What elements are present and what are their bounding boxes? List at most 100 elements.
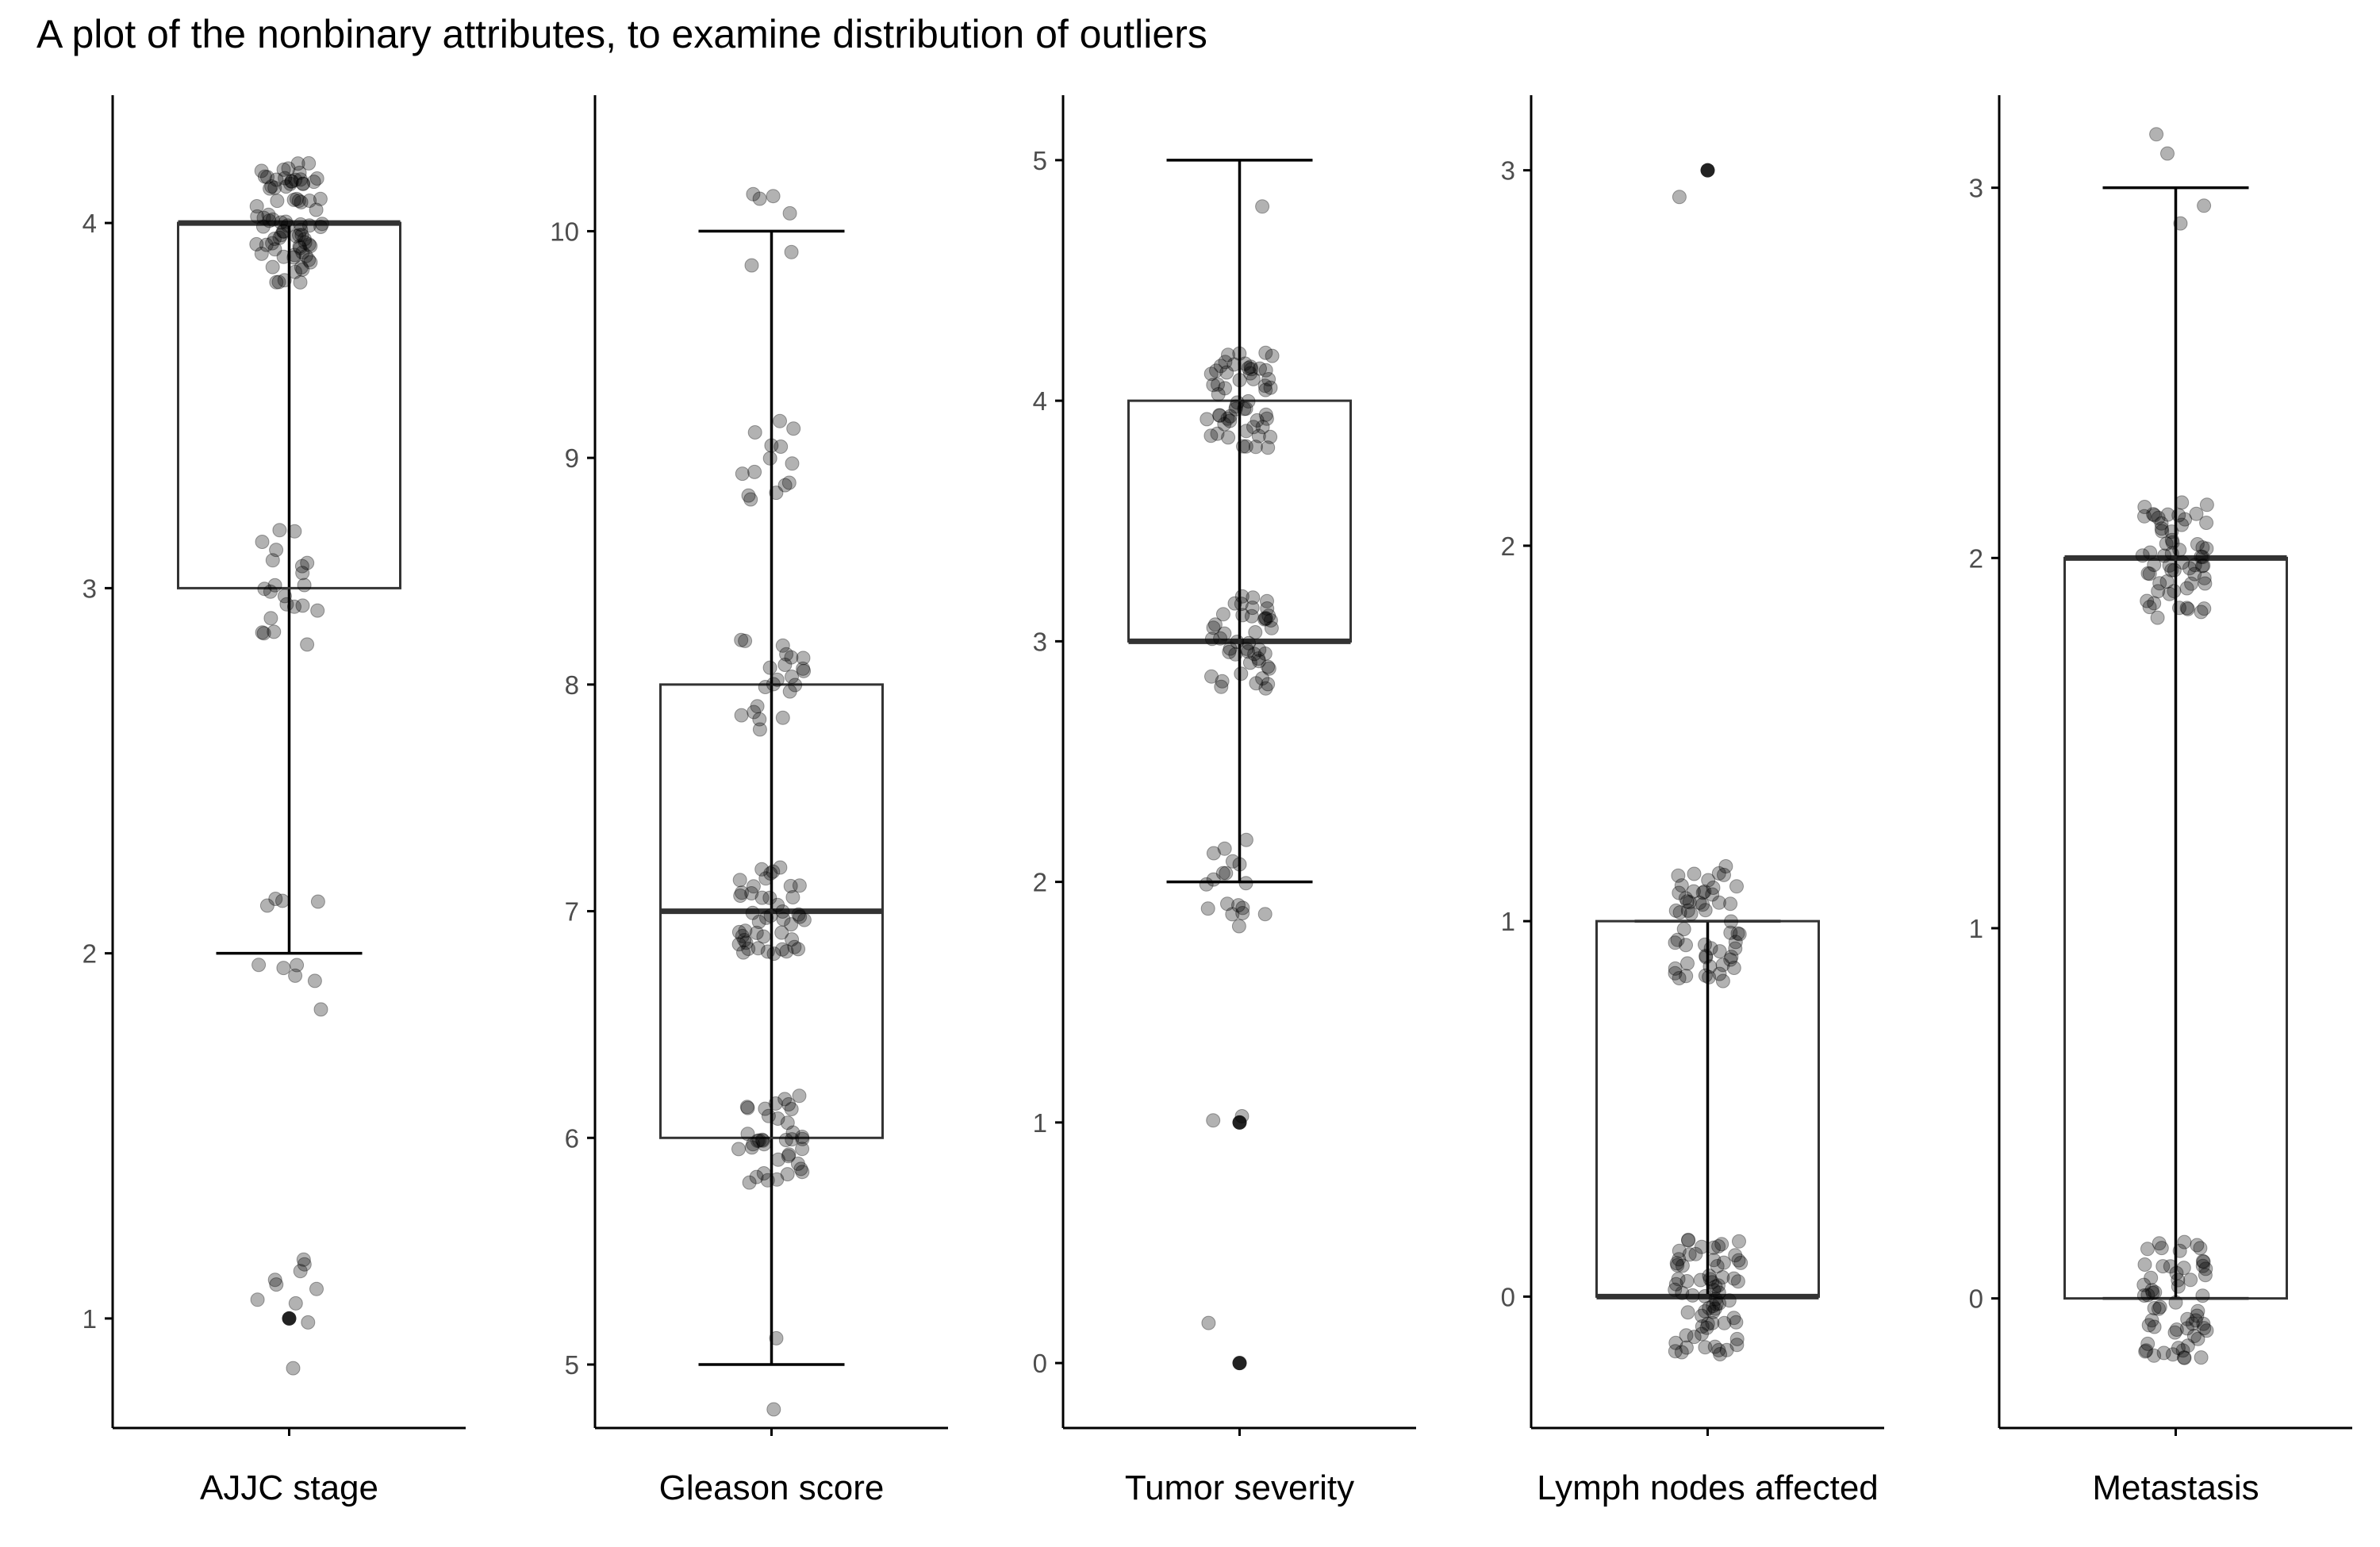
data-point (766, 1402, 781, 1417)
data-point (1706, 1304, 1721, 1319)
data-point (255, 625, 270, 640)
data-point (295, 262, 310, 277)
data-point (1711, 1342, 1726, 1357)
data-point (1681, 1232, 1696, 1247)
data-point (1213, 359, 1228, 374)
data-point (306, 175, 321, 190)
data-point (1234, 597, 1249, 612)
data-point (1698, 1340, 1713, 1355)
data-point (1246, 590, 1261, 605)
data-point (2171, 1273, 2186, 1288)
data-point (2183, 1273, 2198, 1288)
y-tick-label: 1 (1969, 914, 1983, 943)
data-point (279, 597, 294, 612)
data-point (1201, 1315, 1216, 1330)
data-point (1706, 881, 1721, 895)
data-point (254, 246, 269, 261)
y-tick-label: 2 (1969, 543, 1983, 573)
data-point (775, 638, 790, 653)
data-point (795, 1131, 810, 1146)
data-point (762, 451, 777, 466)
data-point (269, 543, 284, 558)
data-point (2160, 507, 2175, 522)
data-point (2162, 586, 2177, 601)
data-point (1206, 872, 1221, 887)
data-point (1206, 1113, 1221, 1128)
data-point (1712, 966, 1727, 981)
data-point (2199, 497, 2214, 512)
data-point (2137, 509, 2152, 524)
data-point (2190, 1238, 2205, 1253)
data-point (758, 871, 774, 886)
data-point (1679, 938, 1693, 953)
data-point (1249, 676, 1264, 691)
data-point (267, 242, 282, 257)
data-point (1206, 846, 1221, 861)
data-point (762, 660, 777, 675)
data-point (1679, 1328, 1694, 1343)
data-point (276, 961, 291, 976)
data-point (758, 1101, 773, 1116)
data-point (2194, 1350, 2209, 1365)
data-point (2164, 524, 2179, 539)
data-point (2163, 1259, 2178, 1274)
data-point (1679, 1340, 1694, 1355)
y-tick-label: 6 (565, 1123, 579, 1153)
data-point (770, 1152, 785, 1167)
data-point (2145, 1285, 2160, 1300)
data-point (291, 194, 306, 208)
data-point (307, 973, 322, 988)
data-point (1680, 903, 1695, 918)
data-point (2147, 1348, 2162, 1363)
data-point (784, 650, 799, 665)
data-point (774, 440, 789, 454)
data-point (1668, 961, 1683, 976)
data-point (795, 1165, 810, 1180)
data-point (2168, 1295, 2183, 1310)
y-tick-label: 3 (83, 574, 97, 603)
data-point (310, 894, 325, 909)
y-tick-label: 4 (83, 209, 97, 238)
data-point (275, 224, 290, 239)
data-point (1227, 596, 1242, 611)
data-point (259, 898, 274, 913)
y-tick-label: 9 (565, 443, 579, 473)
data-point (294, 260, 309, 274)
data-point (2172, 543, 2187, 558)
data-point (2151, 584, 2166, 599)
data-point (1211, 377, 1225, 392)
data-point (2154, 1241, 2169, 1256)
data-point (1670, 1257, 1685, 1273)
data-point (746, 879, 761, 894)
data-point (750, 699, 765, 714)
data-point (770, 1111, 785, 1126)
data-point (1706, 1240, 1722, 1255)
data-point (744, 886, 759, 900)
data-point (1698, 1289, 1713, 1303)
data-point (1715, 973, 1730, 988)
data-point (1215, 866, 1230, 881)
data-point (1223, 413, 1238, 428)
data-point (781, 475, 797, 490)
data-point (303, 255, 318, 270)
data-point (2141, 1318, 2156, 1333)
data-point (1698, 968, 1713, 983)
data-point (1248, 625, 1263, 639)
data-point (278, 179, 294, 194)
data-point (1231, 919, 1246, 934)
data-point (735, 928, 750, 943)
data-point (1718, 859, 1733, 873)
data-point (1707, 1301, 1722, 1316)
data-point (1251, 651, 1266, 666)
data-point (1711, 895, 1726, 910)
data-point (284, 174, 299, 189)
data-point (1261, 677, 1276, 692)
data-point (313, 1002, 328, 1017)
data-point (2186, 1329, 2202, 1343)
data-point (1223, 641, 1238, 656)
data-point (766, 946, 781, 962)
data-point (746, 186, 761, 202)
data-point (747, 425, 762, 440)
y-tick-label: 3 (1033, 627, 1047, 656)
data-point (739, 1100, 754, 1115)
